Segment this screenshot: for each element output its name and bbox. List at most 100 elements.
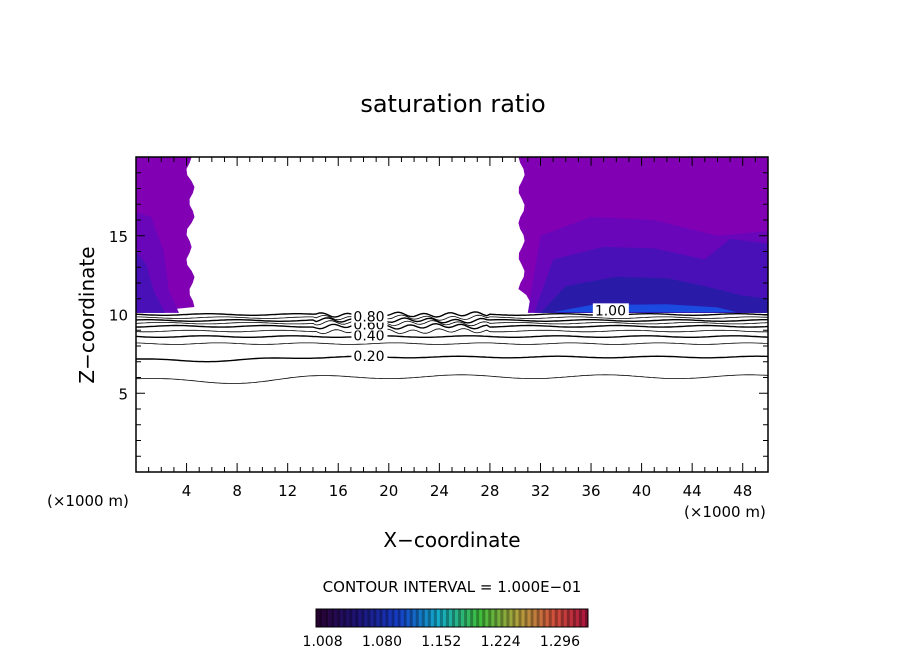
colorbar-tick-label: 1.152 — [421, 634, 461, 650]
contour-line — [135, 342, 769, 345]
colorbar-segment — [494, 609, 498, 627]
contour-line — [136, 355, 769, 363]
colorbar-segment — [476, 609, 480, 627]
colorbar-segment — [325, 609, 329, 627]
colorbar-segment — [569, 609, 574, 627]
colorbar-segment — [388, 609, 392, 627]
colorbar-segment — [379, 609, 383, 627]
colorbar-segment — [515, 609, 519, 627]
colorbar-segment — [539, 609, 543, 627]
colorbar-segment — [373, 609, 377, 627]
colorbar-segment — [322, 609, 326, 627]
y-axis-label: Z−coordinate — [75, 246, 99, 383]
colorbar-tick-label: 1.008 — [303, 634, 343, 650]
colorbar-segment — [500, 609, 504, 627]
colorbar-segment — [488, 609, 492, 627]
x-tick-label: 24 — [430, 482, 449, 500]
colorbar-segment — [470, 609, 474, 627]
colorbar-segment — [512, 609, 516, 627]
colorbar-segment — [518, 609, 522, 627]
colorbar-segment — [400, 609, 404, 627]
contour-line — [136, 374, 769, 384]
x-tick-label: 12 — [278, 482, 297, 500]
contour-label: 0.20 — [353, 349, 384, 365]
colorbar-tick-label: 1.296 — [540, 634, 580, 650]
colorbar-segment — [479, 609, 483, 627]
contour-label: 1.00 — [595, 303, 626, 319]
colorbar-segment — [442, 609, 447, 627]
colorbar-segment — [455, 609, 459, 627]
contour-line — [135, 335, 769, 338]
y-tick-label: 5 — [118, 385, 128, 403]
colorbar-segment — [436, 609, 441, 627]
colorbar-segment — [554, 609, 559, 627]
colorbar-segment — [527, 609, 531, 627]
colorbar-segment — [452, 609, 456, 627]
colorbar-segment — [364, 609, 368, 627]
colorbar-segment — [418, 609, 423, 627]
colorbar-segment — [557, 609, 562, 627]
x-tick-label: 20 — [379, 482, 398, 500]
axis-ticks — [136, 157, 768, 472]
contour-line — [135, 328, 768, 335]
contour-interval-label: CONTOUR INTERVAL = 1.000E−01 — [323, 578, 582, 596]
saturation-fill-regions — [136, 157, 768, 313]
colorbar-segment — [334, 609, 338, 627]
colorbar-segment — [485, 609, 489, 627]
contour-lines — [135, 311, 769, 384]
colorbar-segment — [370, 609, 374, 627]
colorbar-segment — [575, 609, 580, 627]
colorbar-segment — [331, 609, 335, 627]
colorbar-segment — [509, 609, 513, 627]
contour-label-bg — [592, 303, 629, 317]
contour-line — [135, 320, 769, 327]
colorbar-segment — [397, 609, 401, 627]
colorbar-segment — [316, 609, 320, 627]
colorbar-segment — [542, 609, 546, 627]
x-tick-label: 32 — [531, 482, 550, 500]
colorbar-segment — [560, 609, 565, 627]
colorbar-segment — [412, 609, 417, 627]
colorbar-segment — [358, 609, 362, 627]
colorbar-segment — [473, 609, 477, 627]
left-supersat-core — [136, 251, 166, 313]
colorbar-segment — [533, 609, 537, 627]
colorbar-segment — [346, 609, 350, 627]
colorbar-segment — [355, 609, 359, 627]
contour-label: 0.40 — [353, 329, 384, 345]
colorbar-segment — [448, 609, 453, 627]
x-tick-label: 4 — [182, 482, 192, 500]
colorbar-segment — [319, 609, 323, 627]
y-tick-label: 15 — [109, 228, 128, 246]
y-tick-label: 10 — [109, 307, 128, 325]
contour-label: 0.80 — [353, 310, 384, 326]
colorbar-frame — [315, 608, 589, 628]
colorbar-segment — [340, 609, 344, 627]
colorbar-segment — [581, 609, 586, 627]
colorbar-segment — [439, 609, 444, 627]
contour-label-bg — [351, 328, 388, 342]
colorbar-segment — [415, 609, 420, 627]
colorbar-segment — [406, 609, 410, 627]
colorbar-segment — [430, 609, 435, 627]
contour-label-bg — [351, 349, 388, 363]
colorbar-segment — [548, 609, 553, 627]
colorbar-segment — [524, 609, 528, 627]
colorbar — [316, 609, 589, 627]
colorbar-segment — [464, 609, 468, 627]
x-tick-label: 8 — [232, 482, 242, 500]
colorbar-segment — [424, 609, 429, 627]
chart-title: saturation ratio — [360, 90, 545, 118]
colorbar-segment — [385, 609, 389, 627]
x-axis-unit: (×1000 m) — [684, 503, 766, 521]
colorbar-segment — [352, 609, 356, 627]
colorbar-segment — [349, 609, 353, 627]
colorbar-segment — [521, 609, 525, 627]
colorbar-segment — [566, 609, 571, 627]
colorbar-segment — [427, 609, 432, 627]
colorbar-segment — [376, 609, 380, 627]
contour-line — [136, 314, 769, 321]
contour-line — [135, 311, 769, 318]
colorbar-segment — [530, 609, 534, 627]
